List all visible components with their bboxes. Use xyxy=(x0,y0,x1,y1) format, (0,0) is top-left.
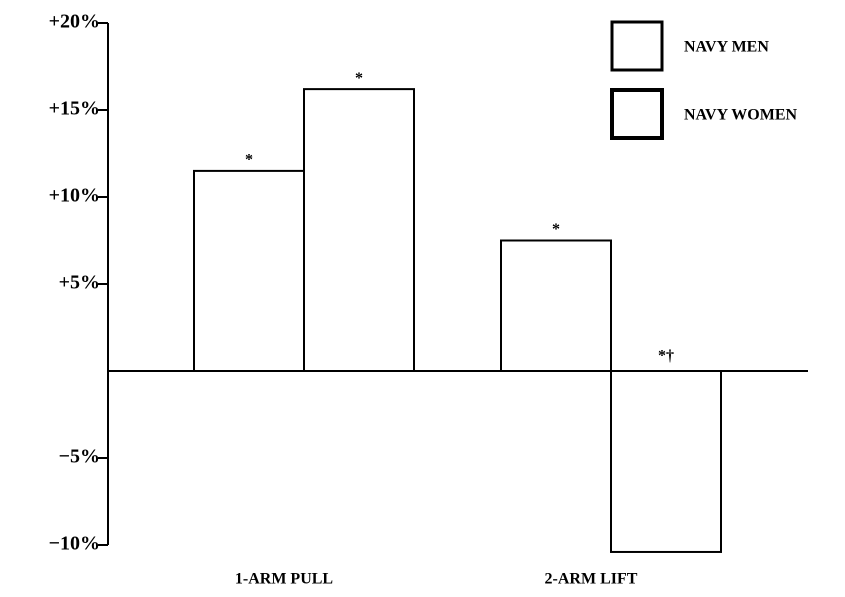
y-tick-label: +20% xyxy=(49,11,100,33)
x-tick-label: 2-ARM LIFT xyxy=(545,571,638,588)
bar-annotation: * xyxy=(552,221,560,238)
legend-label: NAVY WOMEN xyxy=(684,107,797,124)
bar-annotation: *† xyxy=(658,348,674,365)
y-tick-label: −10% xyxy=(49,533,100,555)
y-tick-label: −5% xyxy=(59,446,100,468)
bar xyxy=(193,169,305,372)
y-tick-label: +10% xyxy=(49,185,100,207)
legend-label: NAVY MEN xyxy=(684,39,769,56)
legend-swatch xyxy=(610,88,664,140)
legend-swatch xyxy=(610,20,664,72)
bar-annotation: * xyxy=(245,152,253,169)
bar xyxy=(500,239,612,372)
x-tick-label: 1-ARM PULL xyxy=(235,571,333,588)
bar xyxy=(610,370,722,553)
bar xyxy=(303,88,415,373)
y-tick-label: +5% xyxy=(59,272,100,294)
y-tick-label: +15% xyxy=(49,98,100,120)
bar-annotation: * xyxy=(355,70,363,87)
